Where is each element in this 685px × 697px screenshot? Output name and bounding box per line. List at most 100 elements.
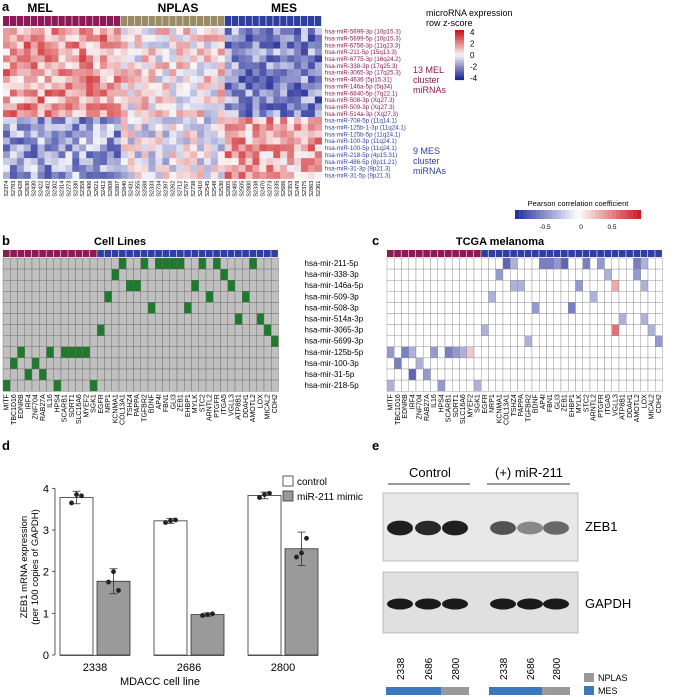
grid-cell xyxy=(553,268,562,281)
heatmap-cell xyxy=(307,117,316,125)
heatmap-cell xyxy=(287,130,295,138)
grid-cell xyxy=(582,257,591,270)
heatmap-cell xyxy=(100,144,108,152)
mirna-row-label: hsa-miR-509-3p (Xq27.3) xyxy=(325,104,395,111)
heatmap-cell xyxy=(169,55,177,63)
heatmap-cell xyxy=(58,48,66,56)
heatmap-cell xyxy=(100,123,108,131)
pearson-swatch xyxy=(632,210,637,219)
grid-cell xyxy=(401,268,409,281)
heatmap-cell xyxy=(44,82,52,90)
heatmap-cell xyxy=(141,28,149,36)
heatmap-cell xyxy=(197,110,205,118)
heatmap-cell xyxy=(23,151,31,159)
grid-cell xyxy=(611,257,620,270)
heatmap-cell xyxy=(210,96,219,104)
grid-cell xyxy=(466,335,475,348)
heatmap-cell xyxy=(224,137,232,145)
heatmap-cell xyxy=(259,96,267,104)
grid-cell xyxy=(633,357,641,370)
heatmap-cell xyxy=(280,130,288,138)
grid-cell xyxy=(184,368,192,381)
gapdh-band xyxy=(415,598,441,610)
grid-cell xyxy=(140,379,149,392)
heatmap-cell xyxy=(30,158,38,166)
grid-cell xyxy=(459,257,467,270)
heatmap-cell xyxy=(307,151,316,159)
grid-cell xyxy=(53,268,62,281)
heatmap-cell xyxy=(314,55,322,63)
heatmap-cell xyxy=(176,69,184,77)
heatmap-cell xyxy=(224,41,232,49)
data-point xyxy=(299,550,304,556)
heatmap-cell xyxy=(259,123,267,131)
grid-cell xyxy=(68,291,76,303)
grid-cell xyxy=(126,313,134,325)
sample-label: S2530 xyxy=(219,181,225,197)
heatmap-cell xyxy=(72,55,80,63)
grid-cell xyxy=(220,335,228,348)
subtype-bar-cell xyxy=(242,250,249,257)
heatmap-cell xyxy=(314,75,322,83)
heatmap-cell xyxy=(58,69,66,77)
grid-cell xyxy=(17,335,25,348)
grid-cell xyxy=(104,379,112,392)
heatmap-cell xyxy=(127,123,135,131)
heatmap-cell xyxy=(37,62,45,70)
heatmap-cell xyxy=(176,137,184,145)
heatmap-cell xyxy=(16,48,24,56)
grid-cell xyxy=(517,324,525,336)
gene-label: ZNF704 xyxy=(417,394,424,419)
grid-cell xyxy=(539,324,547,336)
gene-label: VGLL3 xyxy=(228,394,235,416)
panel-c-title: TCGA melanoma xyxy=(456,236,545,248)
grid-cell xyxy=(510,379,518,392)
heatmap-cell xyxy=(190,151,198,159)
heatmap-cell xyxy=(294,82,302,90)
heatmap-cell xyxy=(314,137,322,145)
grid-cell xyxy=(437,291,446,303)
heatmap-cell xyxy=(16,117,24,125)
grid-cell xyxy=(647,379,656,392)
heatmap-cell xyxy=(217,62,225,70)
grid-cell xyxy=(205,357,214,370)
heatmap-cell xyxy=(100,69,108,77)
gene-label: GLI3 xyxy=(170,394,177,409)
heatmap-cell xyxy=(93,117,101,125)
grid-cell xyxy=(568,324,576,336)
heatmap-cell xyxy=(93,165,101,173)
grid-cell xyxy=(394,280,402,292)
heatmap-cell xyxy=(252,82,260,90)
grid-cell xyxy=(97,268,105,281)
heatmap-cell xyxy=(134,130,142,138)
grid-cell xyxy=(198,368,207,381)
heatmap-cell xyxy=(65,69,73,77)
grid-cell xyxy=(53,346,62,359)
gene-label: ITGA5 xyxy=(605,394,612,414)
pearson-swatch xyxy=(636,210,642,219)
heatmap-cell xyxy=(210,75,219,83)
grid-cell xyxy=(10,346,18,359)
heatmap-cell xyxy=(30,55,38,63)
grid-cell xyxy=(39,313,47,325)
grid-cell xyxy=(437,257,446,270)
heatmap-cell xyxy=(100,103,108,111)
heatmap-cell xyxy=(100,110,108,118)
heatmap-cell xyxy=(176,89,184,97)
grid-cell xyxy=(415,368,424,381)
gene-label: IRF4 xyxy=(409,394,416,409)
grid-cell xyxy=(256,280,265,292)
heatmap-cell xyxy=(93,82,101,90)
heatmap-cell xyxy=(3,48,11,56)
heatmap-cell xyxy=(113,75,122,83)
heatmap-cell xyxy=(273,69,281,77)
grid-cell xyxy=(408,379,417,392)
heatmap-cell xyxy=(93,144,101,152)
grid-cell xyxy=(118,291,127,303)
grid-cell xyxy=(169,346,178,359)
group-bar-cell xyxy=(127,16,135,26)
grid-cell xyxy=(263,257,272,270)
heatmap-cell xyxy=(93,55,101,63)
heatmap-cell xyxy=(203,62,212,70)
heatmap-cell xyxy=(231,171,239,179)
